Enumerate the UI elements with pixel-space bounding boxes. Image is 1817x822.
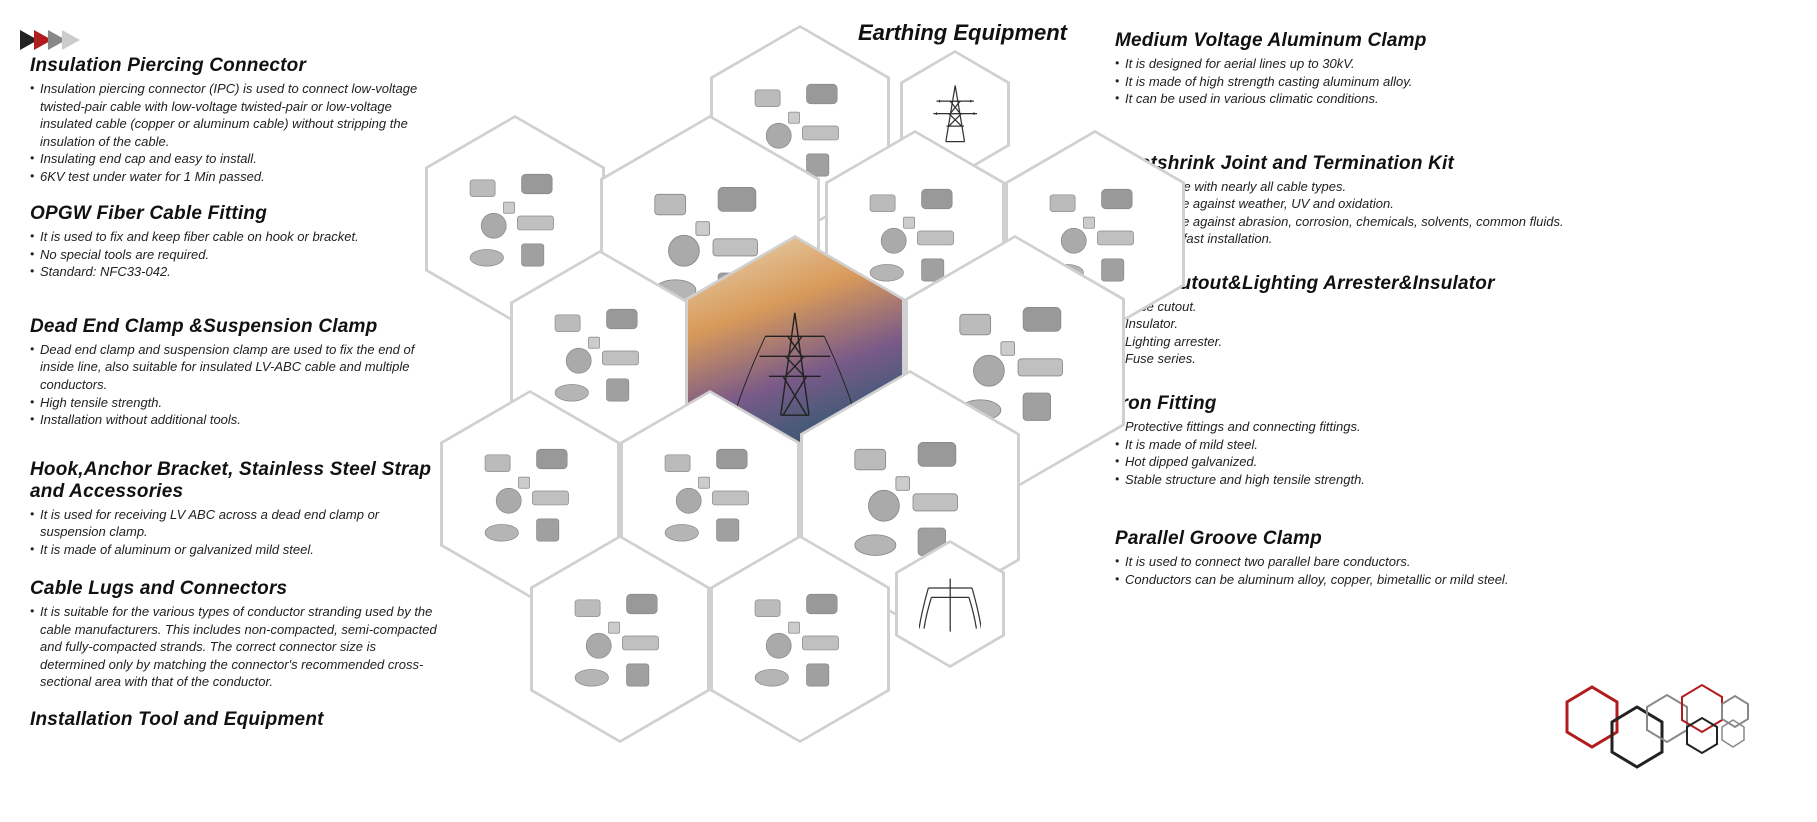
section-bullets: It is used to fix and keep fiber cable o… (30, 228, 440, 281)
section-title: Cable Lugs and Connectors (30, 578, 440, 600)
right-column: Medium Voltage Aluminum Clamp It is desi… (1115, 0, 1795, 606)
section-bullets: It is used to connect two parallel bare … (1115, 553, 1795, 588)
section-tools: Installation Tool and Equipment (30, 709, 440, 731)
hex-content (898, 543, 1002, 665)
section-hook: Hook,Anchor Bracket, Stainless Steel Str… (30, 459, 440, 559)
section-title: Parallel Groove Clamp (1115, 528, 1795, 550)
section-title: Dead End Clamp &Suspension Clamp (30, 316, 440, 338)
section-bullets: It is designed for aerial lines up to 30… (1115, 55, 1795, 108)
section-pg: Parallel Groove Clamp It is used to conn… (1115, 528, 1795, 588)
section-fuse: Fuse Cutout&Lighting Arrester&Insulator … (1115, 273, 1795, 368)
section-mvclamp: Medium Voltage Aluminum Clamp It is desi… (1115, 30, 1795, 108)
section-title: Medium Voltage Aluminum Clamp (1115, 30, 1795, 52)
section-bullets: Dead end clamp and suspension clamp are … (30, 341, 440, 429)
section-title: Hook,Anchor Bracket, Stainless Steel Str… (30, 459, 440, 503)
hex-grid (430, 20, 1190, 780)
left-column: Insulation Piercing Connector Insulation… (30, 0, 440, 749)
section-opgw: OPGW Fiber Cable Fitting It is used to f… (30, 203, 440, 281)
section-title: Installation Tool and Equipment (30, 709, 440, 731)
section-heatshrink: Heatshrink Joint and Termination Kit Com… (1115, 153, 1795, 248)
section-bullets: It is suitable for the various types of … (30, 603, 440, 691)
section-bullets: Protective fittings and connecting fitti… (1115, 418, 1795, 488)
section-title: Insulation Piercing Connector (30, 55, 440, 77)
section-bullets: It is used for receiving LV ABC across a… (30, 506, 440, 559)
section-iron: Iron Fitting Protective fittings and con… (1115, 393, 1795, 488)
section-title: Iron Fitting (1115, 393, 1795, 415)
section-ipc: Insulation Piercing Connector Insulation… (30, 55, 440, 185)
section-title: OPGW Fiber Cable Fitting (30, 203, 440, 225)
section-bullets: Compatible with nearly all cable types. … (1115, 178, 1795, 248)
section-deadend: Dead End Clamp &Suspension Clamp Dead en… (30, 316, 440, 429)
section-bullets: Insulation piercing connector (IPC) is u… (30, 80, 440, 185)
section-lugs: Cable Lugs and Connectors It is suitable… (30, 578, 440, 691)
section-title: Fuse Cutout&Lighting Arrester&Insulator (1115, 273, 1795, 295)
section-title: Heatshrink Joint and Termination Kit (1115, 153, 1795, 175)
section-bullets: Fuse cutout. Insulator. Lighting arreste… (1115, 298, 1795, 368)
decorative-hexes (1537, 672, 1767, 782)
